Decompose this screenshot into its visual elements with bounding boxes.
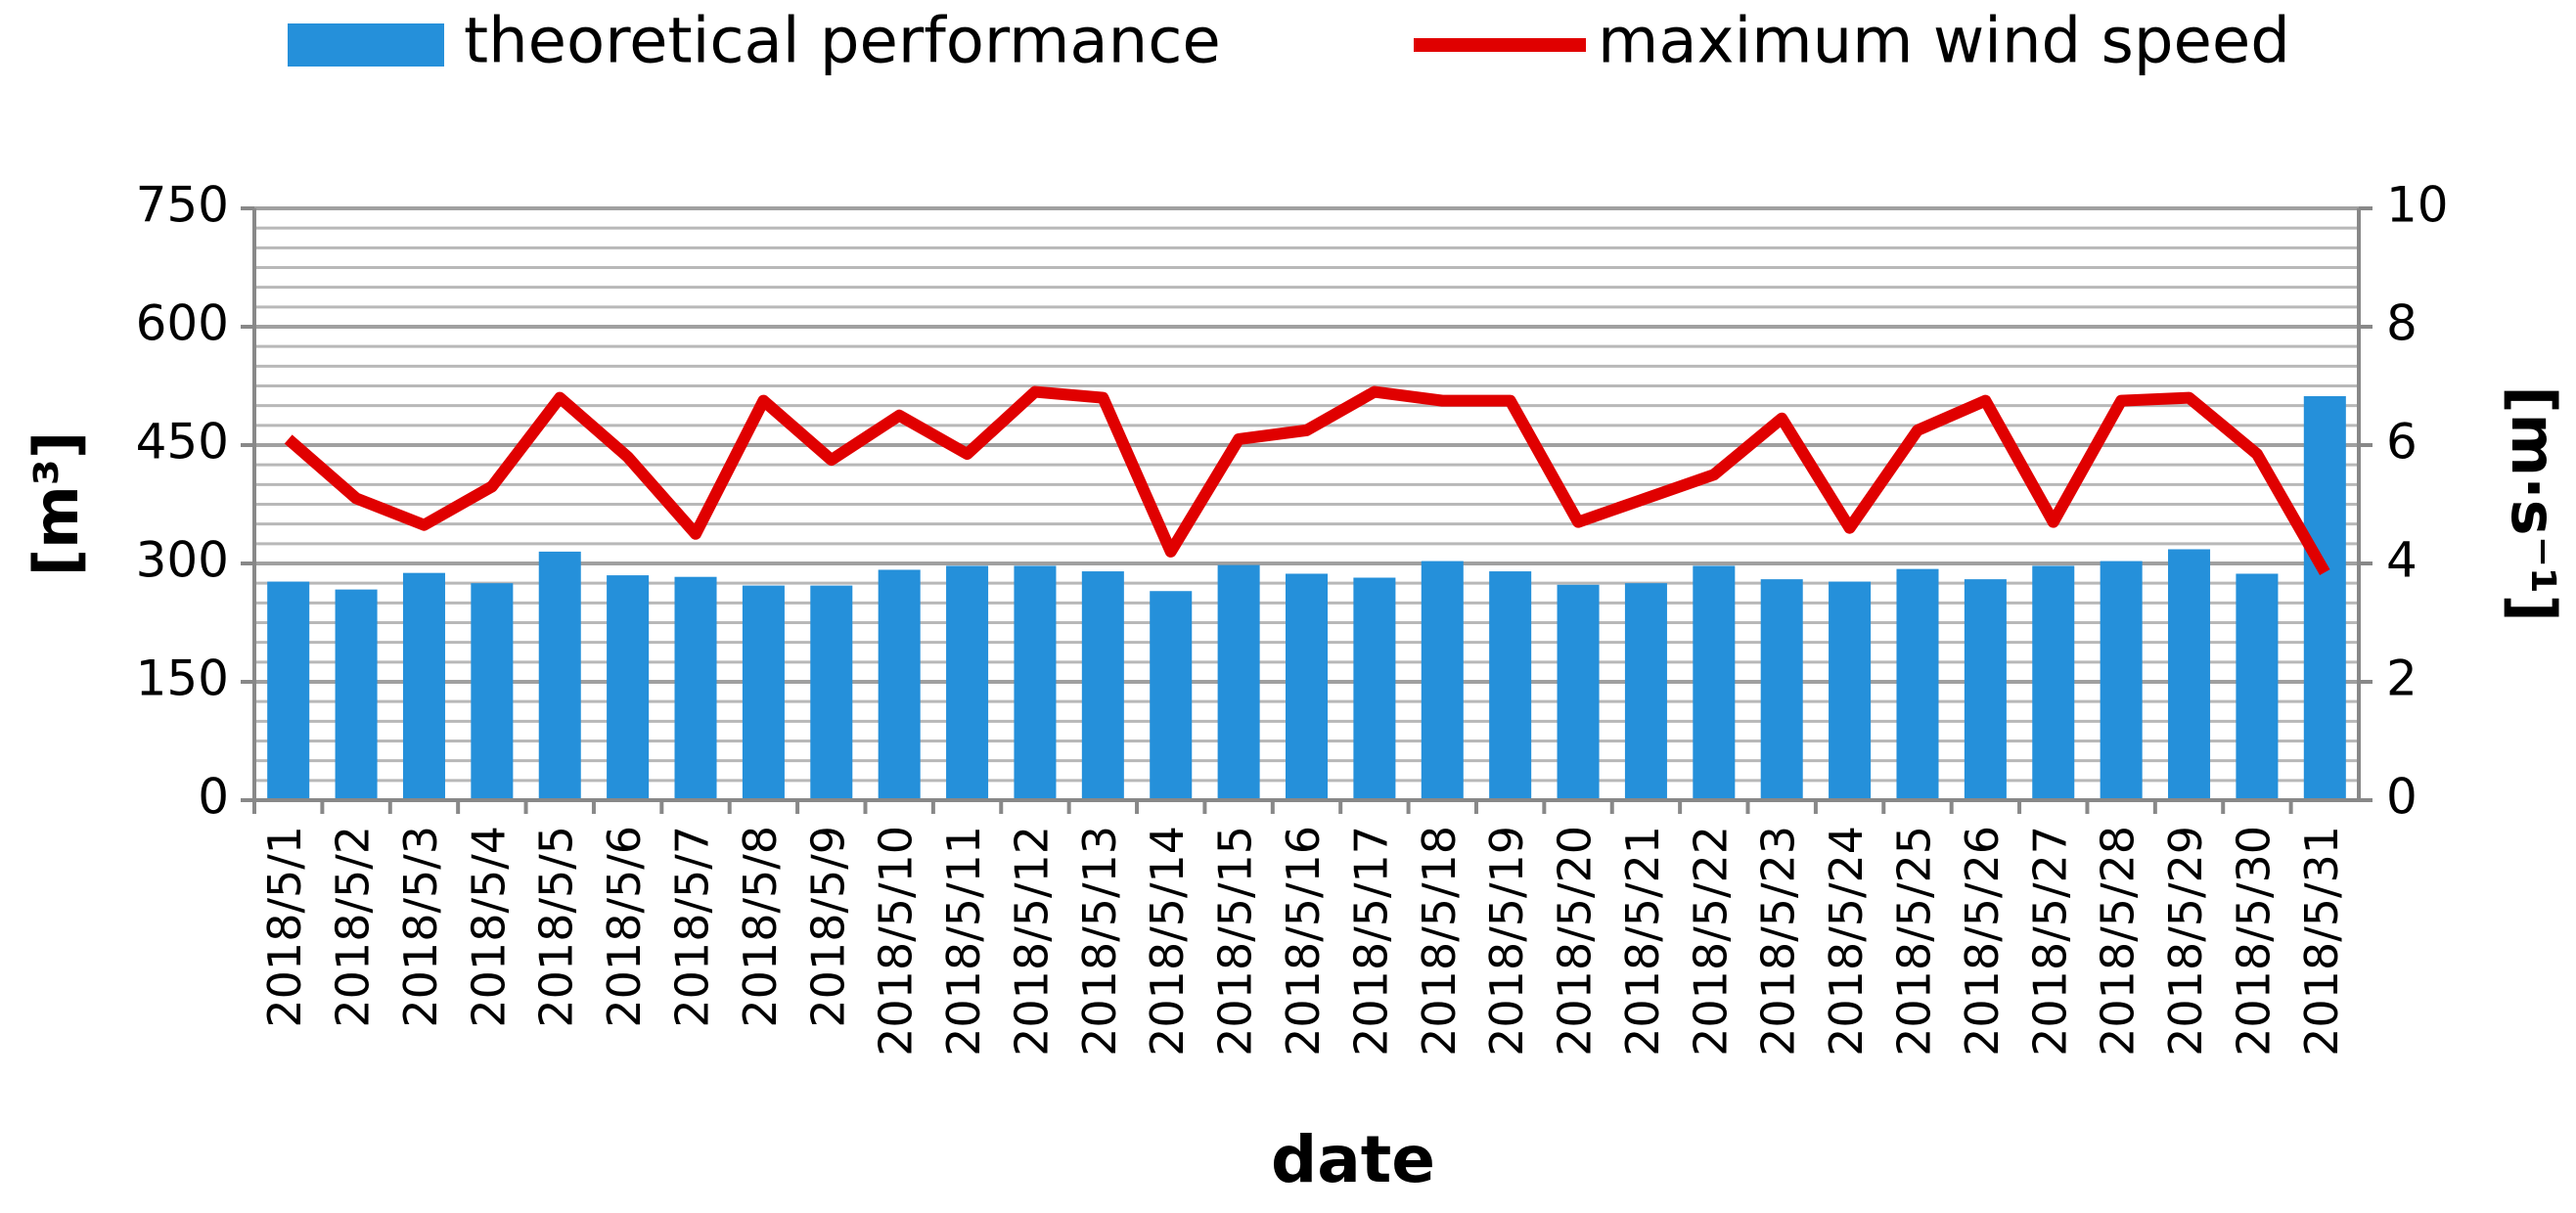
x-axis-title: date <box>1271 1122 1435 1197</box>
x-tick-label: 2018/5/5 <box>530 826 583 1028</box>
bar <box>1353 577 1396 800</box>
bar <box>1829 581 1872 800</box>
bar <box>1285 573 1329 800</box>
x-tick-label: 2018/5/8 <box>734 826 787 1028</box>
x-tick-label: 2018/5/1 <box>258 826 311 1028</box>
x-tick-label: 2018/5/2 <box>327 826 380 1028</box>
bar <box>878 569 921 800</box>
x-tick-label: 2018/5/7 <box>666 826 719 1028</box>
y-axis-title: [m³] <box>21 431 92 576</box>
bar <box>2236 573 2279 800</box>
x-tick-label: 2018/5/31 <box>2295 826 2348 1056</box>
y2-axis-title: [m·s⁻¹] <box>2498 385 2569 622</box>
bar <box>402 572 445 800</box>
bar <box>1217 564 1260 800</box>
bar <box>946 565 989 800</box>
y-tick-label: 600 <box>136 295 229 352</box>
bar <box>1964 579 2007 800</box>
y2-tick-label: 0 <box>2386 769 2418 826</box>
y-tick-label: 300 <box>136 532 229 589</box>
bar <box>1693 565 1736 800</box>
bar <box>1421 561 1464 800</box>
y-tick-label: 150 <box>136 651 229 707</box>
legend-label: maximum wind speed <box>1598 6 2290 78</box>
bar <box>1014 565 1057 800</box>
bar <box>2032 565 2075 800</box>
bar <box>335 589 378 800</box>
bar <box>471 583 514 800</box>
x-tick-label: 2018/5/9 <box>801 826 854 1028</box>
bar <box>1760 579 1803 800</box>
bar <box>2100 561 2143 800</box>
bar <box>1150 591 1193 800</box>
x-tick-label: 2018/5/15 <box>1209 826 1262 1056</box>
x-tick-label: 2018/5/10 <box>870 826 923 1056</box>
bar <box>2168 549 2211 800</box>
y-tick-label: 0 <box>198 769 229 826</box>
x-tick-label: 2018/5/12 <box>1005 826 1058 1056</box>
y-tick-label: 750 <box>136 177 229 234</box>
x-tick-label: 2018/5/6 <box>598 826 651 1028</box>
x-tick-label: 2018/5/26 <box>1956 826 2009 1056</box>
x-tick-label: 2018/5/24 <box>1820 826 1873 1056</box>
bar <box>742 585 785 800</box>
bar <box>810 585 853 800</box>
x-tick-label: 2018/5/11 <box>937 826 990 1056</box>
x-tick-label: 2018/5/25 <box>1887 826 1940 1056</box>
x-tick-label: 2018/5/29 <box>2159 826 2212 1056</box>
y2-tick-label: 8 <box>2386 295 2418 352</box>
bar <box>1489 571 1532 800</box>
bar <box>1557 584 1600 800</box>
x-tick-label: 2018/5/13 <box>1073 826 1126 1056</box>
legend-label: theoretical performance <box>464 6 1221 78</box>
x-tick-label: 2018/5/28 <box>2092 826 2145 1056</box>
bar <box>674 576 717 800</box>
x-tick-label: 2018/5/22 <box>1684 826 1737 1056</box>
x-tick-label: 2018/5/14 <box>1141 826 1194 1056</box>
bar <box>538 551 581 800</box>
x-tick-label: 2018/5/21 <box>1616 826 1669 1056</box>
legend-swatch <box>288 23 444 67</box>
bar <box>1896 568 1939 800</box>
y2-tick-label: 10 <box>2386 177 2449 234</box>
bar <box>2303 395 2346 800</box>
x-tick-label: 2018/5/30 <box>2227 826 2280 1056</box>
x-tick-label: 2018/5/20 <box>1549 826 1602 1056</box>
x-tick-label: 2018/5/4 <box>462 826 515 1028</box>
bar <box>1081 571 1124 800</box>
x-tick-label: 2018/5/19 <box>1480 826 1533 1056</box>
y2-tick-label: 6 <box>2386 414 2418 471</box>
bar <box>1624 583 1667 800</box>
bar <box>607 575 650 800</box>
bar <box>267 581 310 800</box>
x-tick-label: 2018/5/16 <box>1277 826 1330 1056</box>
x-tick-label: 2018/5/3 <box>394 826 447 1028</box>
line <box>284 385 2330 576</box>
x-tick-label: 2018/5/23 <box>1752 826 1805 1056</box>
x-tick-label: 2018/5/27 <box>2023 826 2076 1056</box>
y2-tick-label: 2 <box>2386 651 2418 707</box>
x-tick-label: 2018/5/18 <box>1413 826 1466 1056</box>
x-tick-label: 2018/5/17 <box>1344 826 1397 1056</box>
y2-tick-label: 4 <box>2386 532 2418 589</box>
y-tick-label: 450 <box>136 414 229 471</box>
